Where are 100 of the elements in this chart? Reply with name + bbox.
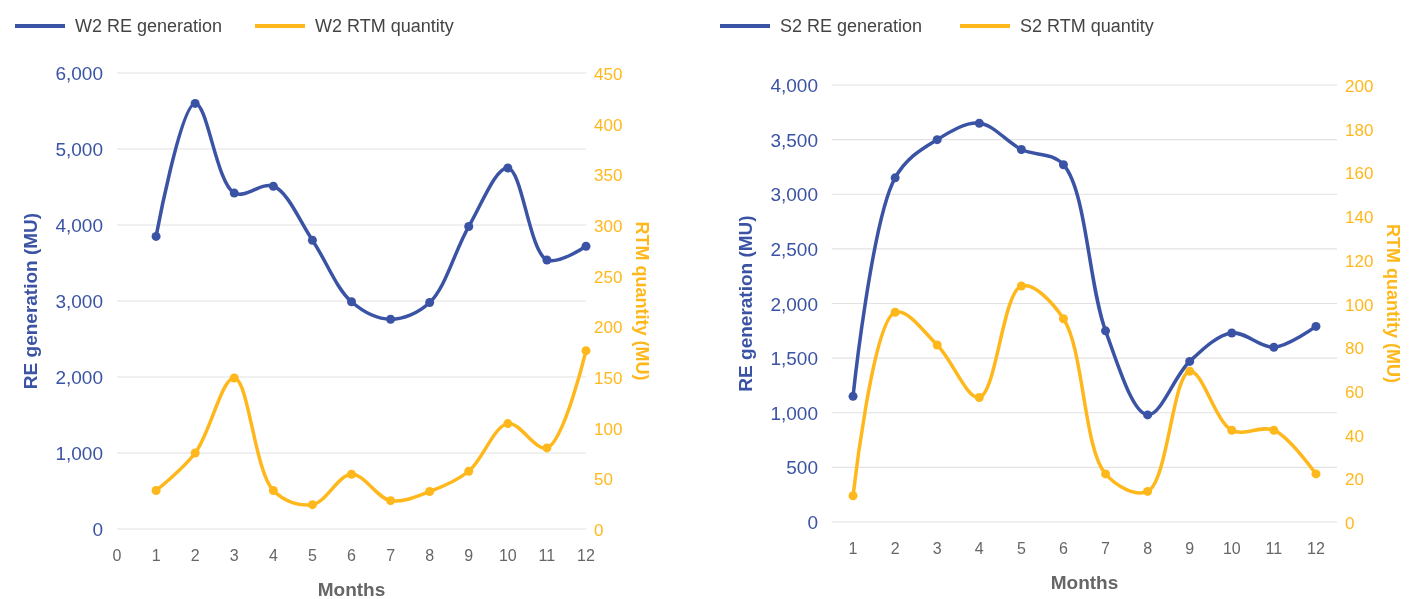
y-tick-label: 3,000 xyxy=(55,291,103,312)
x-tick-label: 0 xyxy=(112,547,122,564)
y-tick-label: 500 xyxy=(786,457,818,479)
y2-tick-label: 100 xyxy=(1345,295,1374,315)
point xyxy=(464,222,474,232)
point xyxy=(503,163,513,173)
x-tick-label: 11 xyxy=(1265,540,1283,557)
legend-label: S2 RE generation xyxy=(780,16,923,36)
point xyxy=(425,298,435,308)
point xyxy=(347,297,356,307)
point xyxy=(268,485,278,495)
y2-tick-label: 100 xyxy=(594,419,623,439)
legend-label: W2 RTM quantity xyxy=(315,16,454,36)
y-tick-label: 1,500 xyxy=(770,348,818,370)
y2-tick-label: 160 xyxy=(1345,164,1374,184)
x-tick-label: 9 xyxy=(464,547,474,564)
point xyxy=(1227,328,1237,338)
y2-tick-label: 180 xyxy=(1345,120,1374,140)
y-axis-title: RE generation (MU) xyxy=(20,212,41,390)
point xyxy=(1143,410,1153,420)
y2-tick-label: 250 xyxy=(594,267,623,287)
y-tick-label: 2,000 xyxy=(55,367,103,388)
x-tick-label: 8 xyxy=(1143,540,1153,557)
point xyxy=(386,314,396,324)
y2-tick-label: 20 xyxy=(1345,470,1364,490)
point xyxy=(347,469,356,479)
point xyxy=(1101,326,1111,336)
point xyxy=(229,373,239,383)
point xyxy=(151,485,161,495)
point xyxy=(425,487,435,497)
y2-tick-label: 50 xyxy=(594,470,613,490)
point xyxy=(848,391,858,401)
point xyxy=(974,118,984,128)
x-tick-label: 2 xyxy=(190,547,200,564)
x-tick-label: 2 xyxy=(890,540,900,557)
x-tick-label: 11 xyxy=(538,547,556,564)
x-tick-label: 1 xyxy=(848,540,858,557)
y-tick-label: 2,000 xyxy=(770,293,818,315)
point xyxy=(581,241,591,251)
legend-label: S2 RTM quantity xyxy=(1020,16,1154,36)
point xyxy=(307,235,317,245)
point xyxy=(890,307,900,317)
y-tick-label: 4,000 xyxy=(770,75,818,96)
y-tick-label: 3,500 xyxy=(770,129,818,151)
point xyxy=(890,173,900,183)
point xyxy=(151,231,161,241)
x-tick-label: 3 xyxy=(229,547,239,564)
x-tick-label: 4 xyxy=(268,547,278,564)
y2-tick-label: 150 xyxy=(594,369,623,388)
y-tick-label: 0 xyxy=(92,519,103,540)
y2-tick-label: 140 xyxy=(1345,208,1374,228)
point xyxy=(1227,425,1237,435)
point xyxy=(1016,144,1026,154)
x-tick-label: 12 xyxy=(1307,540,1325,557)
point xyxy=(542,443,552,453)
x-tick-label: 6 xyxy=(347,547,357,564)
y-tick-label: 0 xyxy=(807,512,818,533)
y2-tick-label: 300 xyxy=(594,217,623,236)
x-tick-label: 8 xyxy=(425,547,435,564)
y2-tick-label: 120 xyxy=(1345,251,1374,271)
x-tick-label: 9 xyxy=(1185,540,1195,557)
point xyxy=(1185,366,1195,376)
point xyxy=(386,496,396,506)
legend-label: W2 RE generation xyxy=(75,16,223,36)
x-tick-label: 12 xyxy=(577,547,595,564)
x-tick-label: 6 xyxy=(1059,540,1069,557)
point xyxy=(190,448,200,458)
y2-tick-label: 40 xyxy=(1345,426,1364,446)
point xyxy=(1058,314,1068,324)
point xyxy=(542,255,552,265)
point xyxy=(1185,356,1195,366)
y2-tick-label: 200 xyxy=(1345,77,1374,96)
point xyxy=(1016,281,1026,291)
point xyxy=(307,500,317,510)
y2-tick-label: 0 xyxy=(594,521,604,540)
x-tick-label: 5 xyxy=(1016,540,1026,557)
y-tick-label: 3,000 xyxy=(770,184,818,206)
x-tick-label: 4 xyxy=(974,540,984,557)
x-axis-title: Months xyxy=(317,579,386,599)
y2-tick-label: 0 xyxy=(1345,514,1355,533)
x-tick-label: 3 xyxy=(932,540,942,557)
y2-tick-label: 200 xyxy=(594,318,623,338)
x-tick-label: 7 xyxy=(1101,540,1111,557)
y-tick-label: 5,000 xyxy=(55,139,103,160)
y-tick-label: 1,000 xyxy=(55,443,103,464)
point xyxy=(1311,321,1321,331)
x-tick-label: 7 xyxy=(386,547,396,564)
x-axis-title: Months xyxy=(1050,572,1119,593)
y2-axis-title: RTM quantity (MU) xyxy=(632,221,652,381)
x-tick-label: 1 xyxy=(151,547,161,564)
point xyxy=(1311,469,1321,479)
x-tick-label: 10 xyxy=(1222,540,1241,557)
y2-tick-label: 350 xyxy=(594,166,623,186)
point xyxy=(1143,486,1153,496)
point xyxy=(932,135,942,145)
y2-tick-label: 400 xyxy=(594,115,623,135)
x-tick-label: 5 xyxy=(307,547,317,564)
point xyxy=(932,340,942,350)
point xyxy=(503,419,513,429)
point xyxy=(190,98,200,108)
